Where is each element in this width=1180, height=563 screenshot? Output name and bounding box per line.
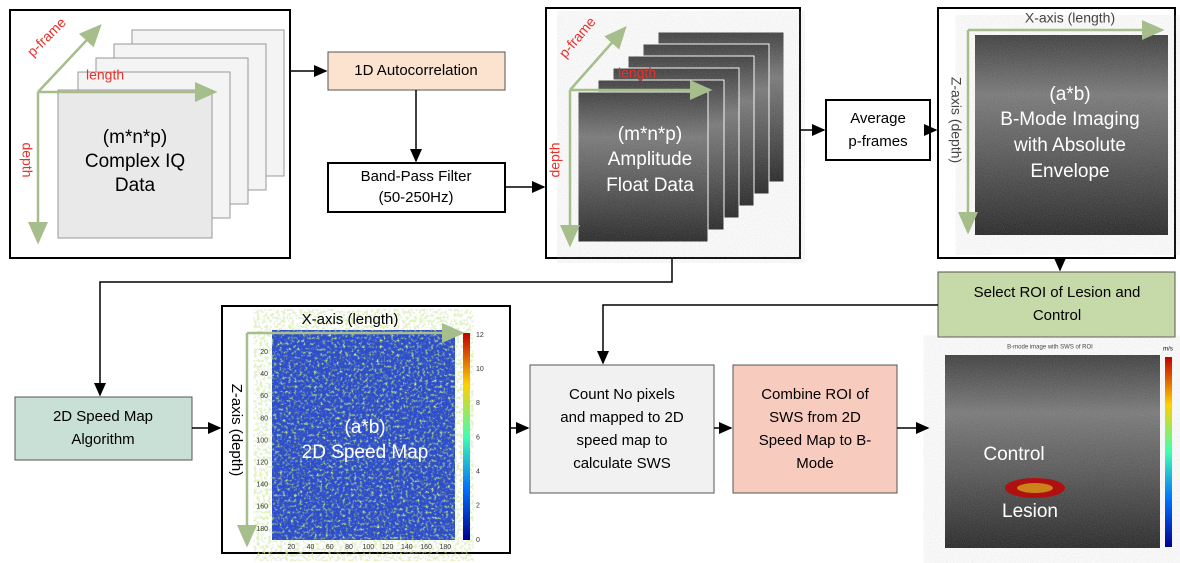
process-label: 2D Speed Map [53, 408, 153, 425]
tick-label: 8 [476, 400, 480, 407]
tick-label: 160 [256, 504, 268, 511]
process-label: and mapped to 2D [560, 409, 684, 426]
tick-label: 180 [440, 544, 452, 551]
process-label: Select ROI of Lesion and [974, 284, 1141, 301]
tick-label: 100 [256, 437, 268, 444]
panel-text: (a*b) [1049, 84, 1090, 105]
process-label: Mode [796, 455, 834, 472]
tick-label: 80 [345, 544, 353, 551]
diagram: p-frame length depth (m*n*p) Complex IQ … [0, 0, 1180, 563]
tick-label: 20 [287, 544, 295, 551]
tick-label: 60 [260, 393, 268, 400]
process-label: Control [1033, 307, 1081, 324]
axis-label: Z-axis (depth) [948, 77, 964, 163]
tick-label: 20 [260, 349, 268, 356]
process-label: (50-250Hz) [378, 189, 453, 206]
process-label: p-frames [848, 133, 907, 150]
tick-label: 160 [420, 544, 432, 551]
panel-text: Amplitude [608, 149, 693, 170]
tick-label: 0 [476, 537, 480, 544]
colorbar [1165, 357, 1172, 547]
tick-label: 2 [476, 503, 480, 510]
lesion-roi [1017, 483, 1053, 493]
axis-label: length [618, 65, 656, 81]
process-label: SWS from 2D [769, 409, 861, 426]
panel-text: (m*n*p) [618, 124, 682, 145]
tick-label: 140 [256, 482, 268, 489]
process-label: Band-Pass Filter [361, 168, 472, 185]
tick-label: 40 [260, 371, 268, 378]
axis-label: depth [547, 142, 563, 177]
tick-label: 180 [256, 526, 268, 533]
panel-text: Data [115, 175, 156, 196]
tick-label: 100 [362, 544, 374, 551]
axis-label: X-axis (length) [1025, 10, 1115, 26]
process-box [530, 365, 714, 493]
process-label: speed map to [577, 432, 668, 449]
process-label: Speed Map to B- [759, 432, 872, 449]
tick-label: 12 [476, 332, 484, 339]
tick-label: 120 [382, 544, 394, 551]
panel-text: Complex IQ [85, 151, 185, 172]
region-label: Control [983, 444, 1044, 465]
process-box [938, 272, 1175, 337]
result-title: B-mode image with SWS of ROI [1007, 345, 1093, 351]
panel-text: with Absolute [1013, 135, 1126, 156]
panel-text: B-Mode Imaging [1000, 109, 1139, 130]
process-label: Combine ROI of [761, 386, 869, 403]
panel-text: (a*b) [344, 417, 385, 438]
process-label: Algorithm [71, 431, 134, 448]
tick-label: 6 [476, 434, 480, 441]
region-label: Lesion [1002, 501, 1058, 522]
tick-label: 120 [256, 459, 268, 466]
panel-text: Envelope [1030, 161, 1109, 182]
axis-label: length [86, 67, 124, 83]
panel-text: (m*n*p) [103, 127, 167, 148]
process-box [733, 365, 897, 493]
panel-text: 2D Speed Map [302, 442, 429, 463]
tick-label: 10 [476, 366, 484, 373]
tick-label: 60 [326, 544, 334, 551]
process-label: Average [850, 110, 906, 127]
process-label: Count No pixels [569, 386, 675, 403]
tick-label: 80 [260, 415, 268, 422]
axis-label: X-axis (length) [302, 311, 399, 328]
process-label: calculate SWS [573, 455, 671, 472]
panel-text: Float Data [606, 175, 694, 196]
colorbar [463, 333, 470, 540]
axis-label: Z-axis (depth) [228, 384, 245, 477]
colorbar-unit: m/s [1163, 347, 1173, 353]
tick-label: 4 [476, 469, 480, 476]
tick-label: 140 [401, 544, 413, 551]
axis-label: depth [19, 142, 35, 177]
tick-label: 40 [307, 544, 315, 551]
process-label: 1D Autocorrelation [354, 62, 477, 79]
process-box [15, 397, 192, 460]
